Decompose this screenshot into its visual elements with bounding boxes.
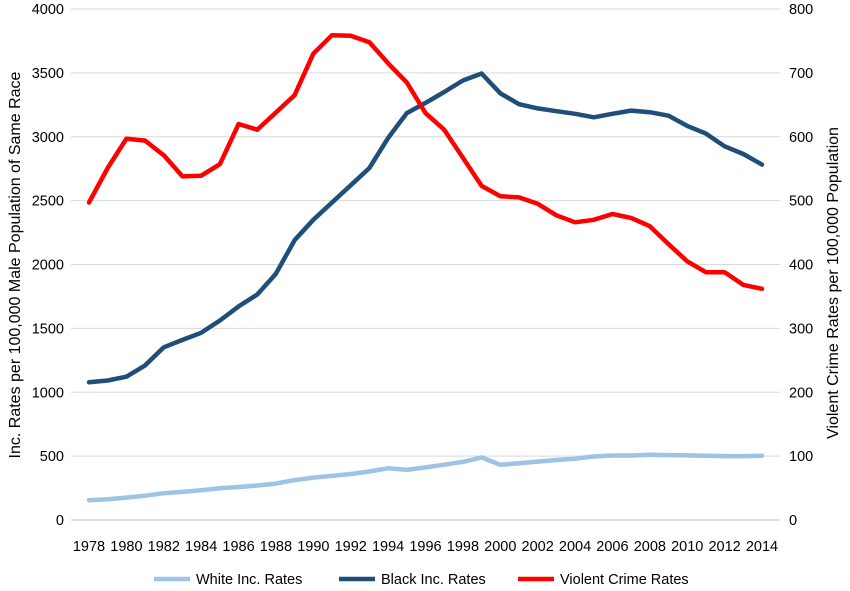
x-tick-label: 1984: [185, 539, 217, 555]
x-tick-label: 1996: [409, 539, 441, 555]
left-tick-label: 2500: [32, 194, 64, 210]
x-tick-label: 2014: [746, 539, 778, 555]
right-tick-label: 500: [789, 194, 813, 210]
x-tick-label: 2008: [634, 539, 666, 555]
gridlines: [71, 8, 780, 521]
right-tick-label: 0: [789, 513, 797, 529]
left-tick-label: 4000: [32, 2, 64, 18]
legend: White Inc. Rates Black Inc. Rates Violent …: [154, 572, 689, 588]
right-tick-label: 800: [789, 2, 813, 18]
x-tick-label: 1992: [335, 539, 367, 555]
left-tick-label: 0: [56, 513, 64, 529]
x-tick-label: 2006: [596, 539, 628, 555]
left-tick-label: 1500: [32, 321, 64, 337]
left-tick-label: 500: [40, 449, 64, 465]
right-tick-label: 600: [789, 130, 813, 146]
left-tick-label: 3000: [32, 130, 64, 146]
x-tick-label: 1994: [372, 539, 404, 555]
left-tick-label: 2000: [32, 258, 64, 274]
series-line-black-inc-rates: [86, 71, 765, 385]
legend-label-white-inc-rates: White Inc. Rates: [196, 572, 302, 588]
x-tick-label: 1980: [110, 539, 142, 555]
x-tick-label: 1986: [222, 539, 254, 555]
x-tick-label: 1998: [447, 539, 479, 555]
x-tick-label: 1990: [297, 539, 329, 555]
x-tick-label: 2010: [671, 539, 703, 555]
x-tick-label: 2000: [484, 539, 516, 555]
right-axis-title: Violent Crime Rates per 100,000 Populati…: [825, 127, 842, 439]
series-lines: [86, 32, 765, 503]
x-tick-label: 2012: [708, 539, 740, 555]
left-tick-label: 1000: [32, 385, 64, 401]
series-line-white-inc-rates: [86, 452, 765, 503]
right-tick-label: 200: [789, 385, 813, 401]
legend-label-black-inc-rates: Black Inc. Rates: [381, 572, 486, 588]
x-tick-label: 1988: [260, 539, 292, 555]
right-tick-label: 100: [789, 449, 813, 465]
x-tick-label: 1982: [148, 539, 180, 555]
x-tick-label: 2004: [559, 539, 591, 555]
right-tick-label: 700: [789, 66, 813, 82]
left-tick-label: 3500: [32, 66, 64, 82]
right-tick-label: 300: [789, 321, 813, 337]
x-tick-label: 2002: [522, 539, 554, 555]
left-axis-ticks: 0 500 1000 1500 2000 2500 3000 3500 4000: [32, 2, 64, 529]
x-axis-ticks: 1978 1980 1982 1984 1986 1988 1990 1992 1994 1996…: [73, 539, 778, 555]
legend-label-violent-crime-rates: Violent Crime Rates: [560, 572, 689, 588]
right-axis-ticks: 0 100 200 300 400 500 600 700 800: [789, 2, 813, 529]
series-line-violent-crime-rates: [86, 32, 765, 292]
x-tick-label: 1978: [73, 539, 105, 555]
right-tick-label: 400: [789, 258, 813, 274]
left-axis-title: Inc. Rates per 100,000 Male Population o…: [7, 71, 24, 458]
